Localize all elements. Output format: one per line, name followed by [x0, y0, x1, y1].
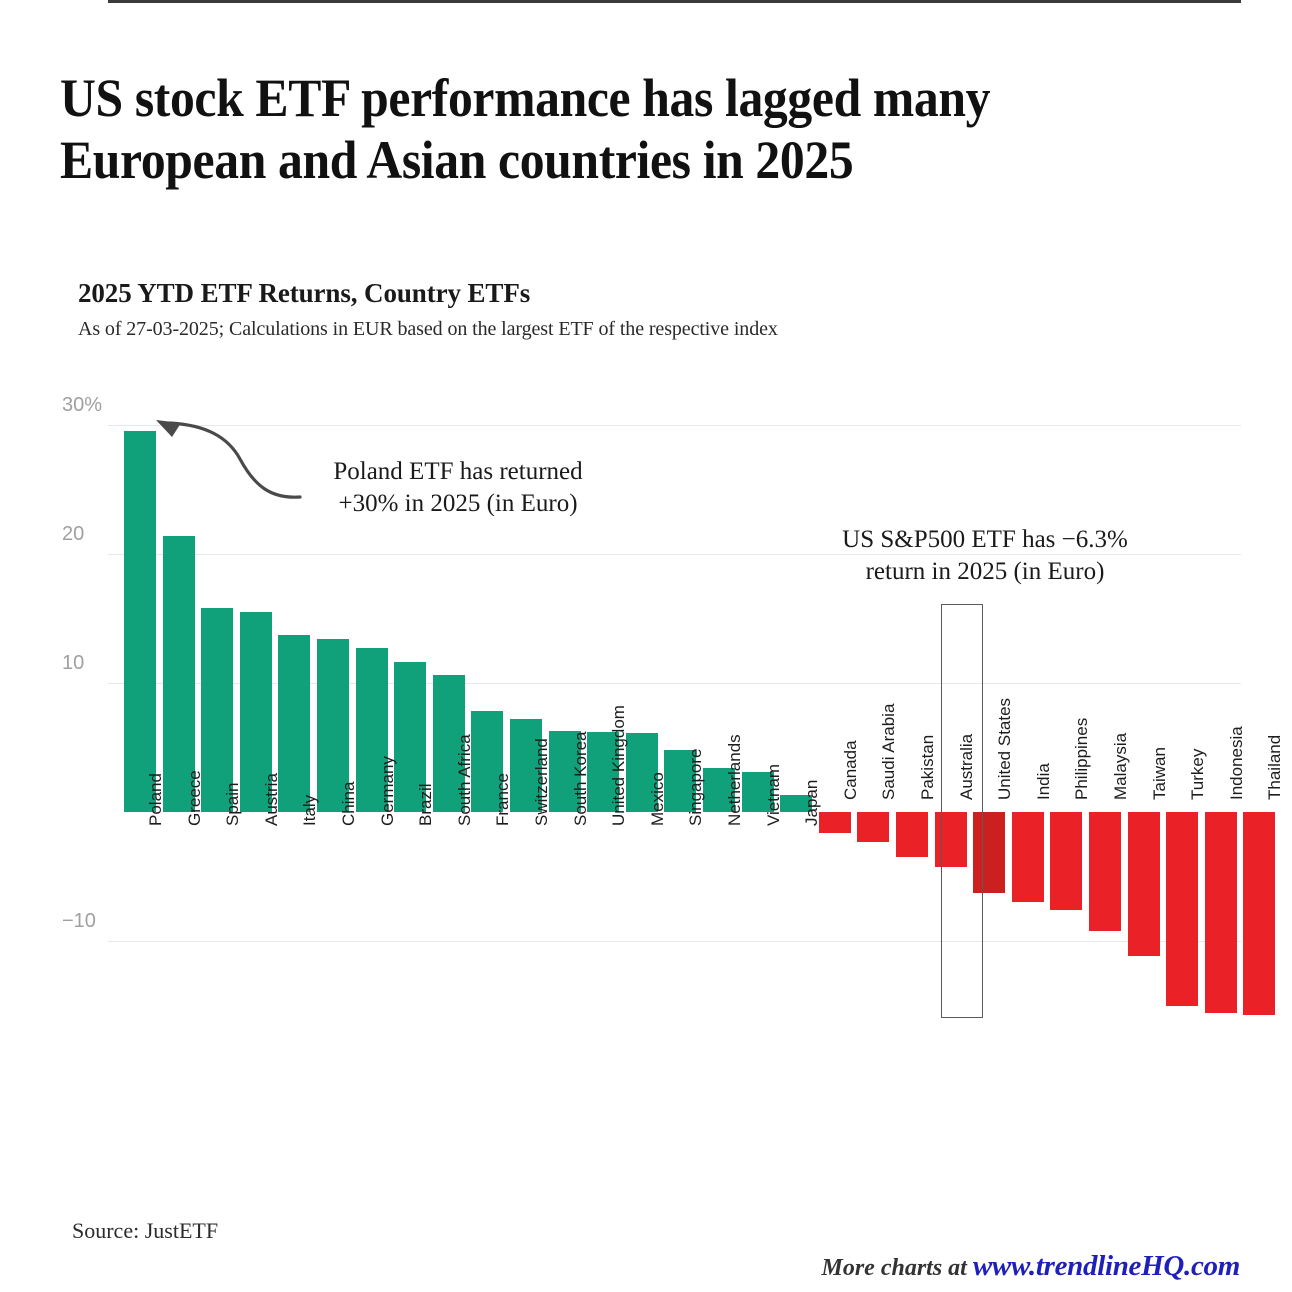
- bar-thailand[interactable]: [1243, 812, 1276, 1015]
- bar-japan[interactable]: [780, 795, 813, 812]
- y-tick-label: −10: [62, 910, 96, 932]
- bar-spain[interactable]: [201, 608, 234, 812]
- category-label-south-africa: South Africa: [454, 734, 474, 826]
- category-label-switzerland: Switzerland: [532, 738, 551, 826]
- bar-austria[interactable]: [239, 612, 272, 812]
- y-tick-label: 20: [62, 523, 85, 545]
- bar-south-korea[interactable]: [548, 730, 581, 812]
- category-label-spain: Spain: [223, 782, 243, 826]
- category-label-canada: Canada: [840, 740, 860, 800]
- bar-india[interactable]: [1011, 812, 1044, 903]
- category-label-south-korea: South Korea: [570, 731, 590, 826]
- category-label-united-states: United States: [995, 697, 1015, 800]
- bar-taiwan[interactable]: [1127, 812, 1160, 957]
- category-label-taiwan: Taiwan: [1149, 747, 1169, 800]
- bar-singapore[interactable]: [664, 750, 697, 812]
- category-label-france: France: [493, 773, 513, 826]
- source-label: Source: JustETF: [72, 1218, 219, 1243]
- category-label-singapore: Singapore: [686, 748, 706, 826]
- bar-greece[interactable]: [162, 535, 195, 812]
- category-label-turkey: Turkey: [1188, 748, 1208, 800]
- bar-france[interactable]: [471, 711, 504, 812]
- category-label-poland: Poland: [146, 773, 165, 826]
- category-label-austria: Austria: [261, 773, 281, 826]
- bar-brazil[interactable]: [394, 662, 427, 812]
- more-charts-prefix: More charts at: [821, 1255, 973, 1281]
- category-label-philippines: Philippines: [1072, 717, 1092, 800]
- bar-vietnam[interactable]: [741, 772, 774, 812]
- gridline: [108, 941, 1241, 942]
- category-label-brazil: Brazil: [416, 783, 436, 826]
- gridline: [108, 425, 1241, 426]
- bar-saudi-arabia[interactable]: [857, 812, 890, 842]
- y-tick-label: 30%: [62, 394, 103, 416]
- more-charts-label: More charts at www.trendlineHQ.com: [822, 1250, 1241, 1283]
- category-label-united-kingdom: United Kingdom: [609, 705, 629, 826]
- bar-australia[interactable]: [934, 812, 967, 868]
- bar-canada[interactable]: [818, 812, 851, 833]
- category-label-greece: Greece: [184, 770, 204, 826]
- chart-title: 2025 YTD ETF Returns, Country ETFs: [78, 278, 531, 308]
- us-annotation-text: US S&P500 ETF has −6.3% return in 2025 (…: [842, 526, 1128, 585]
- bar-italy[interactable]: [278, 635, 311, 812]
- gridline: [108, 683, 1241, 684]
- bar-united-states[interactable]: [973, 812, 1006, 894]
- bar-switzerland[interactable]: [510, 719, 542, 812]
- category-label-saudi-arabia: Saudi Arabia: [879, 703, 899, 800]
- category-label-thailand: Thailand: [1265, 734, 1285, 800]
- bar-china[interactable]: [317, 639, 349, 812]
- poland-annotation-arrow-icon: [156, 420, 302, 499]
- bar-indonesia[interactable]: [1204, 812, 1237, 1014]
- category-label-mexico: Mexico: [647, 772, 667, 826]
- united-states-highlight-box: [941, 604, 983, 1018]
- bar-philippines[interactable]: [1050, 812, 1083, 911]
- category-label-pakistan: Pakistan: [918, 734, 937, 800]
- zero-axis-line: [108, 0, 1241, 3]
- category-label-japan: Japan: [802, 779, 822, 826]
- gridline: [108, 554, 1241, 555]
- category-label-china: China: [339, 781, 358, 826]
- category-label-netherlands: Netherlands: [725, 734, 744, 826]
- poland-annotation-text: Poland ETF has returned +30% in 2025 (in…: [333, 458, 583, 517]
- site-url-link[interactable]: www.trendlineHQ.com: [972, 1250, 1240, 1282]
- page-headline: US stock ETF performance has lagged many…: [60, 68, 991, 190]
- bar-pakistan[interactable]: [896, 812, 928, 858]
- chart-subtitle: As of 27-03-2025; Calculations in EUR ba…: [78, 318, 778, 340]
- bar-netherlands[interactable]: [703, 768, 735, 812]
- category-label-indonesia: Indonesia: [1226, 726, 1246, 800]
- category-label-vietnam: Vietnam: [763, 763, 783, 826]
- bar-united-kingdom[interactable]: [587, 732, 620, 812]
- bar-south-africa[interactable]: [432, 675, 465, 812]
- bar-turkey[interactable]: [1166, 812, 1199, 1006]
- category-label-italy: Italy: [300, 794, 320, 826]
- bar-germany[interactable]: [355, 648, 388, 812]
- bar-poland[interactable]: [124, 431, 156, 812]
- category-label-india: India: [1033, 763, 1053, 800]
- bar-malaysia[interactable]: [1089, 812, 1121, 931]
- category-label-germany: Germany: [377, 756, 397, 826]
- category-label-malaysia: Malaysia: [1111, 732, 1130, 800]
- bar-mexico[interactable]: [625, 733, 658, 812]
- y-tick-label: 10: [62, 652, 85, 674]
